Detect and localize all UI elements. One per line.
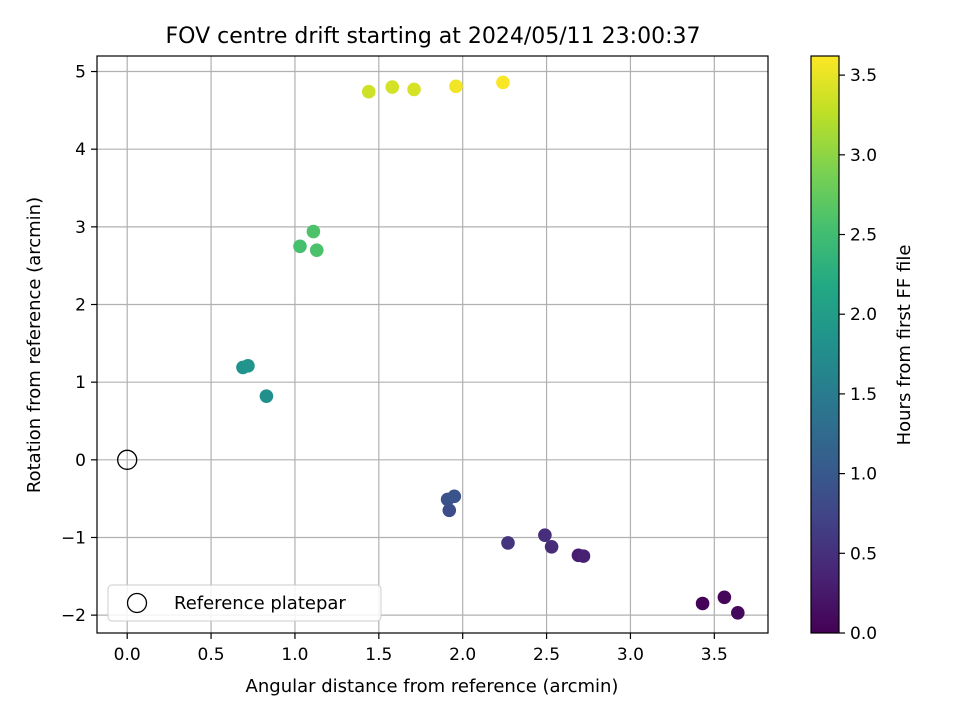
data-point [576,549,591,563]
y-tick-label: 5 [75,63,86,83]
x-tick-label: 0.0 [114,645,141,665]
data-point [731,606,745,620]
data-point [385,80,400,94]
x-axis-label: Angular distance from reference (arcmin) [246,676,619,697]
x-tick-label: 2.5 [533,645,560,665]
data-point [306,224,321,239]
y-tick-label: −2 [61,606,86,626]
data-point [361,84,376,99]
colorbar-gradient [810,55,840,634]
x-tick-label: 1.5 [365,645,392,665]
x-tick-label: 1.0 [281,645,308,665]
data-point [538,528,552,542]
y-tick-label: 4 [75,140,86,160]
data-point [496,75,510,90]
data-point [442,503,457,518]
colorbar-tick-label: 0.5 [850,544,877,564]
data-point [241,359,255,373]
colorbar: 0.0 0.5 1.0 1.5 2.0 2.5 3.0 3.5 Hours from firs… [810,55,915,644]
colorbar-label: Hours from first FF file [894,245,915,446]
data-point [447,489,462,504]
x-tick-label: 2.0 [449,645,476,665]
x-tick-label: 3.0 [617,645,644,665]
colorbar-tick-label: 3.0 [850,146,877,166]
data-point [293,239,307,254]
x-tick-label: 0.5 [198,645,225,665]
legend: Reference platepar [107,584,382,622]
colorbar-ticks: 0.0 0.5 1.0 1.5 2.0 2.5 3.0 3.5 [839,66,877,644]
legend-box [107,584,382,622]
plot-frame [96,55,769,634]
x-tick-label: 3.5 [701,645,728,665]
data-points [236,75,745,620]
data-point [695,596,710,611]
colorbar-tick-label: 2.0 [850,305,877,325]
reference-platepar-marker [117,449,138,470]
y-axis-ticks: −2 −1 0 1 2 3 4 5 [61,63,97,626]
y-tick-label: 3 [75,218,86,238]
data-point [309,243,324,257]
reference-marker [117,449,138,470]
y-axis-label: Rotation from reference (arcmin) [24,197,45,493]
y-tick-label: 2 [75,296,86,316]
legend-marker-open-circle [126,592,148,614]
data-point [544,539,559,554]
colorbar-tick-label: 1.5 [850,385,877,405]
y-tick-label: 0 [75,451,86,471]
grid-lines [97,56,768,633]
data-point [717,590,732,605]
data-point [449,79,463,94]
chart-title: FOV centre drift starting at 2024/05/11 … [166,24,701,49]
colorbar-tick-label: 3.5 [850,66,877,86]
y-tick-label: 1 [75,373,86,393]
colorbar-tick-label: 2.5 [850,226,877,246]
data-point [501,536,515,550]
x-axis-ticks: 0.0 0.5 1.0 1.5 2.0 2.5 3.0 3.5 [114,633,728,665]
colorbar-tick-label: 1.0 [850,465,877,485]
legend-entry-label: Reference platepar [174,593,346,614]
data-point [407,82,421,97]
y-tick-label: −1 [61,528,86,548]
colorbar-tick-label: 0.0 [850,624,877,644]
data-point [259,389,274,403]
